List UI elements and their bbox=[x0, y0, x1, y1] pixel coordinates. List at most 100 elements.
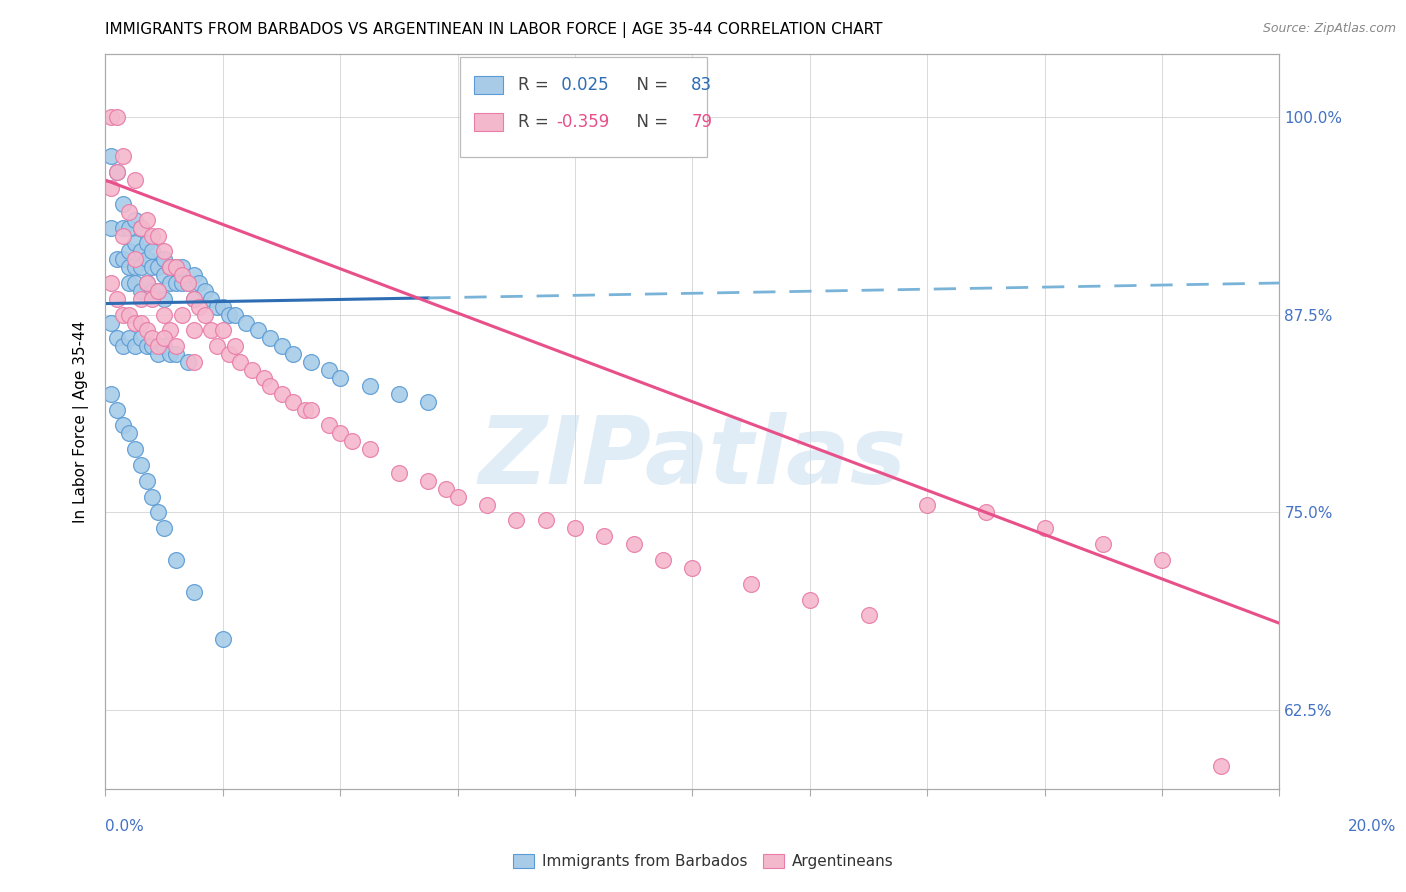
Point bbox=[153, 339, 176, 353]
Point bbox=[141, 331, 163, 345]
Point bbox=[135, 212, 157, 227]
Text: 0.0%: 0.0% bbox=[105, 819, 145, 834]
Point bbox=[200, 323, 222, 337]
Point bbox=[534, 513, 557, 527]
Point bbox=[118, 426, 141, 441]
Point bbox=[129, 292, 152, 306]
Point bbox=[148, 347, 170, 361]
Point bbox=[359, 442, 381, 457]
Point bbox=[211, 323, 233, 337]
Point bbox=[165, 276, 187, 290]
Point bbox=[165, 347, 187, 361]
Point bbox=[124, 339, 146, 353]
Point bbox=[1209, 758, 1232, 772]
Point bbox=[917, 498, 939, 512]
Point bbox=[148, 284, 170, 298]
Point bbox=[283, 347, 305, 361]
Point bbox=[183, 292, 205, 306]
Point bbox=[141, 244, 163, 259]
Point bbox=[159, 347, 181, 361]
Point bbox=[299, 402, 322, 417]
Point bbox=[205, 300, 228, 314]
Point bbox=[135, 252, 157, 267]
Point bbox=[159, 276, 181, 290]
Point bbox=[247, 323, 270, 337]
Text: N =: N = bbox=[626, 76, 673, 95]
Point bbox=[434, 482, 457, 496]
Point bbox=[124, 260, 146, 275]
Point bbox=[359, 379, 381, 393]
Point bbox=[224, 308, 246, 322]
Point bbox=[118, 220, 141, 235]
Point bbox=[148, 260, 170, 275]
Point bbox=[475, 498, 498, 512]
Point bbox=[100, 149, 122, 163]
Text: ZIPatlas: ZIPatlas bbox=[478, 412, 907, 504]
Point bbox=[141, 490, 163, 504]
Point bbox=[100, 220, 122, 235]
Point bbox=[129, 284, 152, 298]
Point bbox=[858, 608, 880, 623]
Point bbox=[188, 300, 211, 314]
Point bbox=[153, 308, 176, 322]
Point bbox=[318, 363, 340, 377]
Point bbox=[118, 276, 141, 290]
Point bbox=[183, 323, 205, 337]
Point bbox=[105, 331, 128, 345]
Point bbox=[112, 308, 135, 322]
Point bbox=[200, 292, 222, 306]
Point bbox=[294, 402, 316, 417]
Point bbox=[446, 490, 468, 504]
Point bbox=[118, 308, 141, 322]
Point bbox=[176, 276, 198, 290]
Point bbox=[593, 529, 616, 543]
Point bbox=[188, 276, 211, 290]
Point bbox=[153, 331, 176, 345]
Point bbox=[141, 284, 163, 298]
Point bbox=[129, 260, 152, 275]
Point bbox=[100, 181, 122, 195]
Point bbox=[105, 292, 128, 306]
Point bbox=[148, 228, 170, 243]
Point bbox=[129, 220, 152, 235]
Legend: Immigrants from Barbados, Argentineans: Immigrants from Barbados, Argentineans bbox=[506, 847, 900, 875]
FancyBboxPatch shape bbox=[460, 57, 707, 157]
Point bbox=[270, 339, 292, 353]
Point bbox=[148, 339, 170, 353]
Point bbox=[112, 197, 135, 211]
Point bbox=[124, 252, 146, 267]
FancyBboxPatch shape bbox=[474, 112, 503, 131]
Point bbox=[183, 584, 205, 599]
Point bbox=[740, 576, 762, 591]
Point bbox=[141, 339, 163, 353]
Point bbox=[124, 212, 146, 227]
Point bbox=[176, 276, 198, 290]
Point bbox=[159, 323, 181, 337]
Point bbox=[141, 228, 163, 243]
Y-axis label: In Labor Force | Age 35-44: In Labor Force | Age 35-44 bbox=[73, 320, 90, 523]
Point bbox=[1092, 537, 1115, 551]
Point bbox=[283, 394, 305, 409]
Point bbox=[112, 339, 135, 353]
Point bbox=[159, 260, 181, 275]
Point bbox=[112, 228, 135, 243]
Point bbox=[129, 244, 152, 259]
Point bbox=[211, 632, 233, 646]
Point bbox=[118, 244, 141, 259]
Point bbox=[135, 236, 157, 251]
Point bbox=[388, 466, 411, 480]
Point bbox=[124, 276, 146, 290]
Point bbox=[148, 284, 170, 298]
Text: 79: 79 bbox=[692, 113, 713, 131]
Point bbox=[240, 363, 263, 377]
Point bbox=[183, 268, 205, 282]
Point bbox=[135, 474, 157, 488]
Point bbox=[418, 474, 440, 488]
Point bbox=[118, 204, 141, 219]
Point bbox=[170, 260, 193, 275]
Point bbox=[229, 355, 252, 369]
Point bbox=[129, 316, 152, 330]
Point bbox=[388, 386, 411, 401]
Point bbox=[205, 339, 228, 353]
Text: N =: N = bbox=[626, 113, 673, 131]
